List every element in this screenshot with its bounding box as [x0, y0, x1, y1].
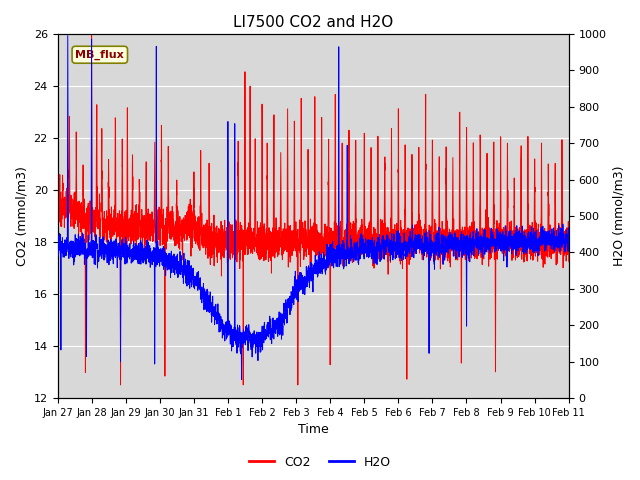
X-axis label: Time: Time — [298, 423, 328, 436]
Legend: CO2, H2O: CO2, H2O — [244, 451, 396, 474]
Title: LI7500 CO2 and H2O: LI7500 CO2 and H2O — [233, 15, 393, 30]
Y-axis label: CO2 (mmol/m3): CO2 (mmol/m3) — [15, 166, 28, 266]
Text: MB_flux: MB_flux — [76, 49, 124, 60]
Y-axis label: H2O (mmol/m3): H2O (mmol/m3) — [612, 166, 625, 266]
